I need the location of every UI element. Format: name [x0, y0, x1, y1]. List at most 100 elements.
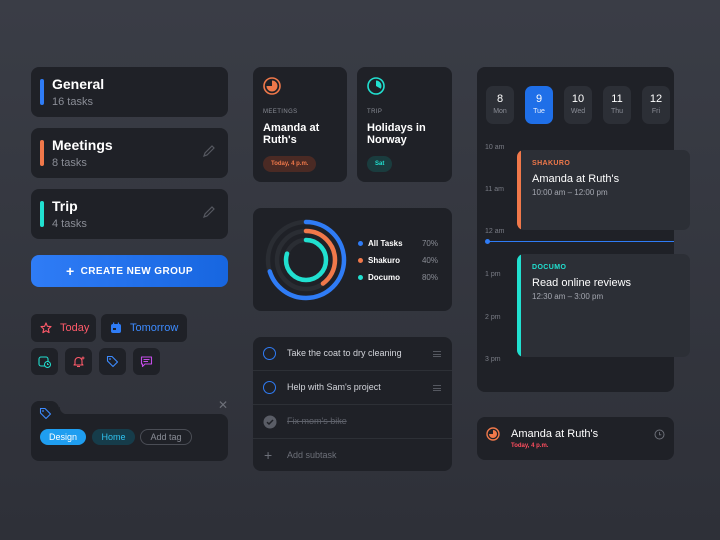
today-filter-button[interactable]: Today: [31, 314, 96, 342]
day-label: Fri: [651, 108, 661, 115]
day-number: 11: [611, 93, 623, 105]
todo-item[interactable]: Help with Sam's project: [253, 371, 452, 405]
day-mon[interactable]: 8 Mon: [486, 86, 514, 124]
group-task-count: 16 tasks: [52, 96, 93, 108]
todo-text: Fix mom's bike: [287, 416, 347, 426]
event-category: SHAKURO: [532, 160, 571, 167]
stat-percent: 40%: [421, 255, 438, 265]
comment-action-button[interactable]: [133, 348, 160, 375]
ring-shakuro: [274, 228, 338, 292]
todo-text: Help with Sam's project: [287, 382, 381, 392]
day-tue[interactable]: 9 Tue: [525, 86, 553, 124]
today-label: Today: [60, 322, 90, 334]
progress-stats-card: All Tasks 70% Shakuro 40% Documo 80%: [253, 208, 452, 311]
calendar-event[interactable]: DOCUMO Read online reviews 12:30 am – 3:…: [517, 254, 690, 357]
tomorrow-label: Tomorrow: [130, 322, 179, 334]
hour-label: 1 pm: [485, 271, 501, 278]
progress-ring-icon: [486, 427, 500, 441]
event-time: 12:30 am – 3:00 pm: [532, 292, 604, 301]
todo-item-done[interactable]: Fix mom's bike: [253, 405, 452, 439]
legend-dot: [358, 240, 363, 246]
progress-ring-icon: [367, 77, 385, 95]
alarm-bell-icon: [73, 356, 85, 368]
reminder-card[interactable]: Amanda at Ruth's Today, 4 p.m.: [477, 417, 674, 460]
add-tag-button[interactable]: Add tag: [140, 429, 192, 445]
project-card-trip[interactable]: TRIP Holidays in Norway Sat: [357, 67, 452, 182]
alarm-action-button[interactable]: [65, 348, 92, 375]
tag-design[interactable]: Design: [40, 429, 86, 445]
group-color-bar: [40, 140, 44, 166]
tag-home[interactable]: Home: [92, 429, 135, 445]
group-card-general[interactable]: General 16 tasks: [31, 67, 228, 117]
stat-name: All Tasks: [368, 238, 403, 248]
hour-label: 2 pm: [485, 314, 501, 321]
tomorrow-filter-button[interactable]: Tomorrow: [101, 314, 187, 342]
schedule-action-button[interactable]: [31, 348, 58, 375]
group-color-bar: [40, 79, 44, 105]
progress-rings-chart: [265, 219, 347, 301]
close-icon[interactable]: ✕: [218, 398, 229, 412]
reminder-time: Today, 4 p.m.: [511, 443, 549, 449]
day-fri[interactable]: 12 Fri: [642, 86, 670, 124]
clock-icon[interactable]: [654, 429, 665, 440]
stat-percent: 70%: [421, 238, 438, 248]
progress-ring-icon: [263, 77, 281, 95]
calendar-event[interactable]: SHAKURO Amanda at Ruth's 10:00 am – 12:0…: [517, 150, 690, 230]
message-icon: [140, 356, 153, 368]
hour-label: 3 pm: [485, 356, 501, 363]
project-category: TRIP: [367, 109, 383, 115]
reminder-title: Amanda at Ruth's: [511, 428, 599, 440]
hour-label: 10 am: [485, 144, 505, 151]
current-time-line: [486, 241, 674, 242]
create-new-group-label: CREATE NEW GROUP: [80, 265, 193, 277]
day-wed[interactable]: 10 Wed: [564, 86, 592, 124]
event-title: Amanda at Ruth's: [532, 173, 620, 185]
ring-all-tasks: [265, 219, 347, 301]
current-time-dot: [485, 239, 490, 244]
day-label: Wed: [570, 108, 586, 115]
legend-dot: [358, 274, 363, 280]
stat-row-documo: Documo 80%: [358, 272, 438, 282]
star-icon: [40, 322, 52, 334]
tag-add-icon: [39, 407, 52, 420]
day-number: 9: [535, 93, 543, 105]
stat-name: Shakuro: [368, 255, 401, 265]
create-new-group-button[interactable]: + CREATE NEW GROUP: [31, 255, 228, 287]
project-due-badge: Today, 4 p.m.: [263, 156, 317, 172]
add-subtask-label: Add subtask: [287, 450, 337, 460]
pencil-icon[interactable]: [202, 205, 216, 219]
pencil-icon[interactable]: [202, 144, 216, 158]
group-name: Trip: [52, 198, 78, 214]
plus-icon: +: [264, 447, 273, 463]
stat-row-all-tasks: All Tasks 70%: [358, 238, 438, 248]
todo-text: Take the coat to dry cleaning: [287, 348, 402, 358]
tag-action-button[interactable]: [99, 348, 126, 375]
project-card-meetings[interactable]: MEETINGS Amanda at Ruth's Today, 4 p.m.: [253, 67, 347, 182]
group-card-trip[interactable]: Trip 4 tasks: [31, 189, 228, 239]
hour-label: 12 am: [485, 228, 505, 235]
ring-documo: [283, 237, 329, 283]
event-title: Read online reviews: [532, 277, 632, 289]
group-name: Meetings: [52, 137, 113, 153]
drag-handle-icon[interactable]: [433, 385, 441, 391]
event-time: 10:00 am – 12:00 pm: [532, 188, 608, 197]
day-label: Tue: [533, 108, 545, 115]
project-title: Holidays in Norway: [367, 122, 426, 146]
event-category: DOCUMO: [532, 264, 567, 271]
drag-handle-icon[interactable]: [433, 351, 441, 357]
todo-checkbox[interactable]: [263, 381, 276, 394]
group-color-bar: [40, 201, 44, 227]
todo-list-card: Take the coat to dry cleaning Help with …: [253, 337, 452, 471]
add-subtask-row[interactable]: + Add subtask: [253, 439, 452, 473]
group-task-count: 4 tasks: [52, 218, 87, 230]
todo-item[interactable]: Take the coat to dry cleaning: [253, 337, 452, 371]
group-name: General: [52, 76, 105, 92]
group-card-meetings[interactable]: Meetings 8 tasks: [31, 128, 228, 178]
todo-checkbox[interactable]: [263, 347, 276, 360]
day-thu[interactable]: 11 Thu: [603, 86, 631, 124]
checkmark-icon[interactable]: [263, 415, 277, 429]
group-task-count: 8 tasks: [52, 157, 87, 169]
day-number: 10: [571, 93, 585, 105]
plus-icon: +: [66, 263, 75, 279]
project-category: MEETINGS: [263, 109, 298, 115]
